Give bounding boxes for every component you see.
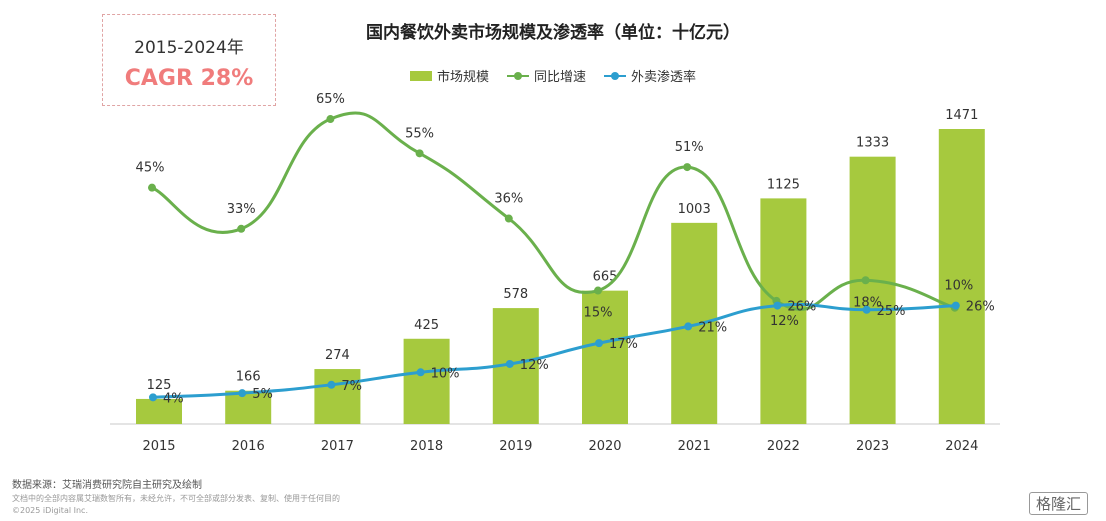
x-tick-2016: 2016: [232, 439, 265, 454]
chart-title: 国内餐饮外卖市场规模及渗透率（单位：十亿元）: [366, 23, 740, 43]
growth-label-2021: 51%: [675, 140, 704, 155]
x-tick-2023: 2023: [856, 439, 889, 454]
x-tick-2017: 2017: [321, 439, 354, 454]
bar-label-2022: 1125: [767, 177, 800, 192]
bar-2024: [938, 129, 985, 424]
bar-2020: [582, 290, 628, 424]
penetration-point-2020: [595, 339, 603, 348]
bar-2017: [314, 369, 361, 424]
legend-item-growth: 同比增速: [506, 66, 586, 85]
penetration-point-2018: [416, 368, 425, 377]
growth-point-2020: [594, 286, 602, 295]
growth-point-2019: [504, 214, 513, 223]
growth-label-2017: 65%: [316, 92, 345, 107]
penetration-label-2015: 4%: [163, 391, 184, 406]
x-tick-2019: 2019: [499, 439, 532, 454]
x-tick-2020: 2020: [588, 439, 621, 454]
bar-label-2017: 274: [325, 348, 350, 363]
legend: 市场规模 同比增速 外卖渗透率: [0, 66, 1106, 85]
bar-2021: [671, 222, 718, 424]
bar-2018: [403, 338, 450, 424]
legend-label-bar: 市场规模: [436, 70, 489, 85]
penetration-label-2019: 12%: [520, 358, 549, 373]
footer-note: 文档中的全部内容属艾瑞数智所有，未经允许，不可全部或部分发表、复制、使用于任何目…: [12, 494, 340, 503]
penetration-point-2019: [505, 359, 514, 368]
penetration-point-2016: [238, 389, 247, 398]
penetration-label-2021: 21%: [698, 320, 727, 335]
penetration-line: [152, 302, 956, 399]
penetration-label-2017: 7%: [341, 379, 362, 394]
bar-2022: [760, 198, 807, 424]
bar-label-2023: 1333: [856, 136, 889, 151]
x-tick-2021: 2021: [678, 439, 711, 454]
legend-item-bar: 市场规模: [409, 66, 489, 85]
bar-label-2016: 166: [236, 370, 261, 385]
bar-2016: [225, 390, 272, 424]
growth-label-2019: 36%: [494, 192, 523, 207]
growth-label-2015: 45%: [136, 161, 165, 176]
legend-label-growth: 同比增速: [533, 70, 586, 85]
x-tick-2022: 2022: [767, 439, 800, 454]
penetration-point-2023: [862, 305, 871, 314]
bar-label-2015: 125: [147, 378, 172, 393]
penetration-point-2024: [951, 301, 960, 310]
bar-label-2021: 1003: [678, 202, 711, 217]
growth-label-2024: 10%: [944, 279, 973, 294]
footer-copyright: ©2025 iDigital Inc.: [12, 506, 88, 515]
x-tick-2018: 2018: [410, 439, 443, 454]
cagr-range: 2015-2024年: [134, 38, 244, 58]
growth-point-2018: [415, 149, 424, 158]
penetration-point-2017: [327, 380, 336, 389]
growth-label-2022: 12%: [770, 314, 799, 329]
penetration-label-2022: 26%: [787, 300, 816, 315]
legend-swatch-growth: [506, 71, 529, 80]
growth-label-2016: 33%: [227, 202, 256, 217]
bar-2023: [849, 156, 896, 424]
bar-2015: [136, 398, 182, 424]
growth-point-2023: [861, 276, 870, 285]
penetration-label-2024: 26%: [966, 300, 995, 315]
footer-source: 数据来源：艾瑞消费研究院自主研究及绘制: [12, 480, 202, 491]
penetration-label-2016: 5%: [252, 387, 273, 402]
legend-swatch-penetration: [604, 71, 626, 80]
legend-label-penetration: 外卖渗透率: [631, 70, 697, 85]
penetration-point-2021: [684, 322, 693, 331]
legend-item-penetration: 外卖渗透率: [604, 66, 696, 85]
cagr-value: CAGR 28%: [124, 66, 254, 91]
cagr-box: 2015-2024年 CAGR 28%: [102, 14, 276, 106]
penetration-label-2020: 17%: [609, 337, 638, 352]
penetration-label-2018: 10%: [431, 366, 460, 381]
growth-label-2018: 55%: [405, 126, 434, 141]
growth-point-2015: [148, 183, 156, 192]
bar-label-2018: 425: [414, 318, 439, 333]
growth-point-2021: [683, 163, 692, 172]
penetration-point-2022: [773, 301, 782, 310]
growth-point-2016: [237, 224, 246, 233]
legend-swatch-bar: [409, 70, 432, 81]
penetration-point-2015: [149, 393, 157, 402]
growth-label-2023: 18%: [853, 295, 882, 310]
x-tick-2015: 2015: [142, 439, 175, 454]
penetration-label-2023: 25%: [877, 304, 906, 319]
growth-point-2017: [326, 115, 335, 124]
x-tick-2024: 2024: [945, 439, 978, 454]
growth-label-2020: 15%: [584, 306, 613, 321]
growth-line: [151, 111, 956, 311]
bar-label-2019: 578: [503, 287, 528, 302]
watermark-logo: 格隆汇: [1028, 492, 1088, 515]
bar-label-2024: 1471: [945, 108, 978, 123]
